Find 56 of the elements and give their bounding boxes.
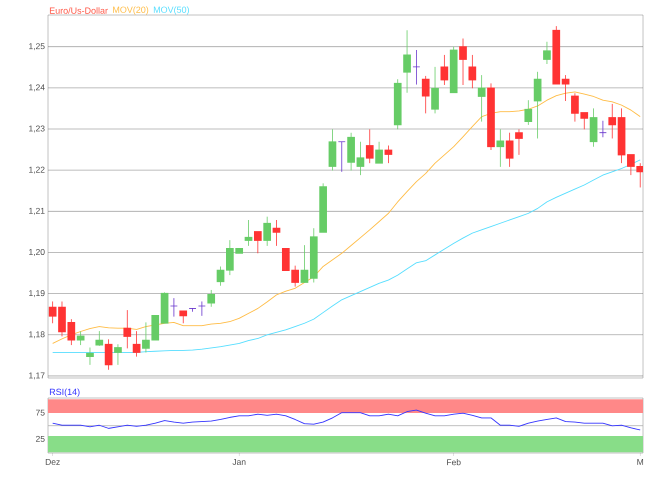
candlestick	[95, 330, 104, 346]
candlestick	[375, 141, 383, 164]
y-tick-label: 1,19	[29, 290, 45, 298]
y-tick-label: 1,24	[29, 84, 45, 92]
candlestick	[496, 129, 504, 168]
y-tick-label: 1,25	[29, 43, 45, 50]
candlestick	[506, 132, 514, 168]
candlestick	[534, 71, 542, 139]
candlestick	[170, 298, 178, 318]
candlestick	[282, 248, 290, 271]
candlestick	[263, 216, 272, 246]
y-tick-label: 1,18	[29, 331, 45, 338]
y-tick-label: 25	[36, 436, 45, 442]
candlestick	[366, 129, 374, 164]
candlestick	[272, 220, 280, 246]
x-tick-label: Dez	[46, 459, 60, 465]
candlestick	[422, 76, 430, 114]
y-tick-label: 1,21	[29, 208, 45, 215]
candlestick	[459, 38, 467, 86]
candlestick	[132, 330, 140, 357]
candlestick	[207, 290, 216, 308]
candlestick	[524, 100, 532, 126]
x-tick-label: Feb	[447, 459, 461, 466]
candlestick	[76, 331, 84, 346]
candlestick	[440, 54, 448, 86]
candlestick	[431, 66, 439, 114]
candlestick	[384, 145, 392, 164]
candlestick	[114, 344, 122, 366]
y-tick-label: 1,22	[29, 166, 45, 174]
candlestick	[179, 310, 188, 324]
candlestick	[123, 310, 132, 349]
text: MOV(20)	[113, 6, 148, 15]
candlestick	[599, 120, 607, 138]
x-tick-label: M	[637, 459, 644, 465]
candlestick	[86, 347, 94, 366]
text: MOV(50)	[154, 6, 189, 15]
candlestick	[403, 30, 411, 94]
text: Euro/Us-Dollar	[50, 7, 108, 14]
y-tick-label: 1,17	[29, 372, 45, 380]
candlestick	[468, 54, 476, 89]
candlestick	[104, 338, 112, 370]
y-tick-label: 1,20	[29, 248, 45, 256]
candlestick	[291, 265, 299, 288]
candlestick	[244, 220, 252, 246]
candlestick	[412, 50, 420, 85]
y-tick-label: 1,23	[29, 126, 45, 132]
candlestick	[198, 301, 206, 316]
candlestick	[478, 74, 486, 122]
text: RSI(14)	[50, 388, 80, 397]
candlestick	[515, 129, 523, 156]
candlestick	[188, 308, 196, 312]
candlestick	[543, 41, 551, 64]
y-tick-label: 75	[36, 410, 45, 416]
x-tick-label: Jan	[232, 459, 246, 465]
candlestick	[254, 231, 262, 254]
candlestick	[338, 141, 346, 172]
